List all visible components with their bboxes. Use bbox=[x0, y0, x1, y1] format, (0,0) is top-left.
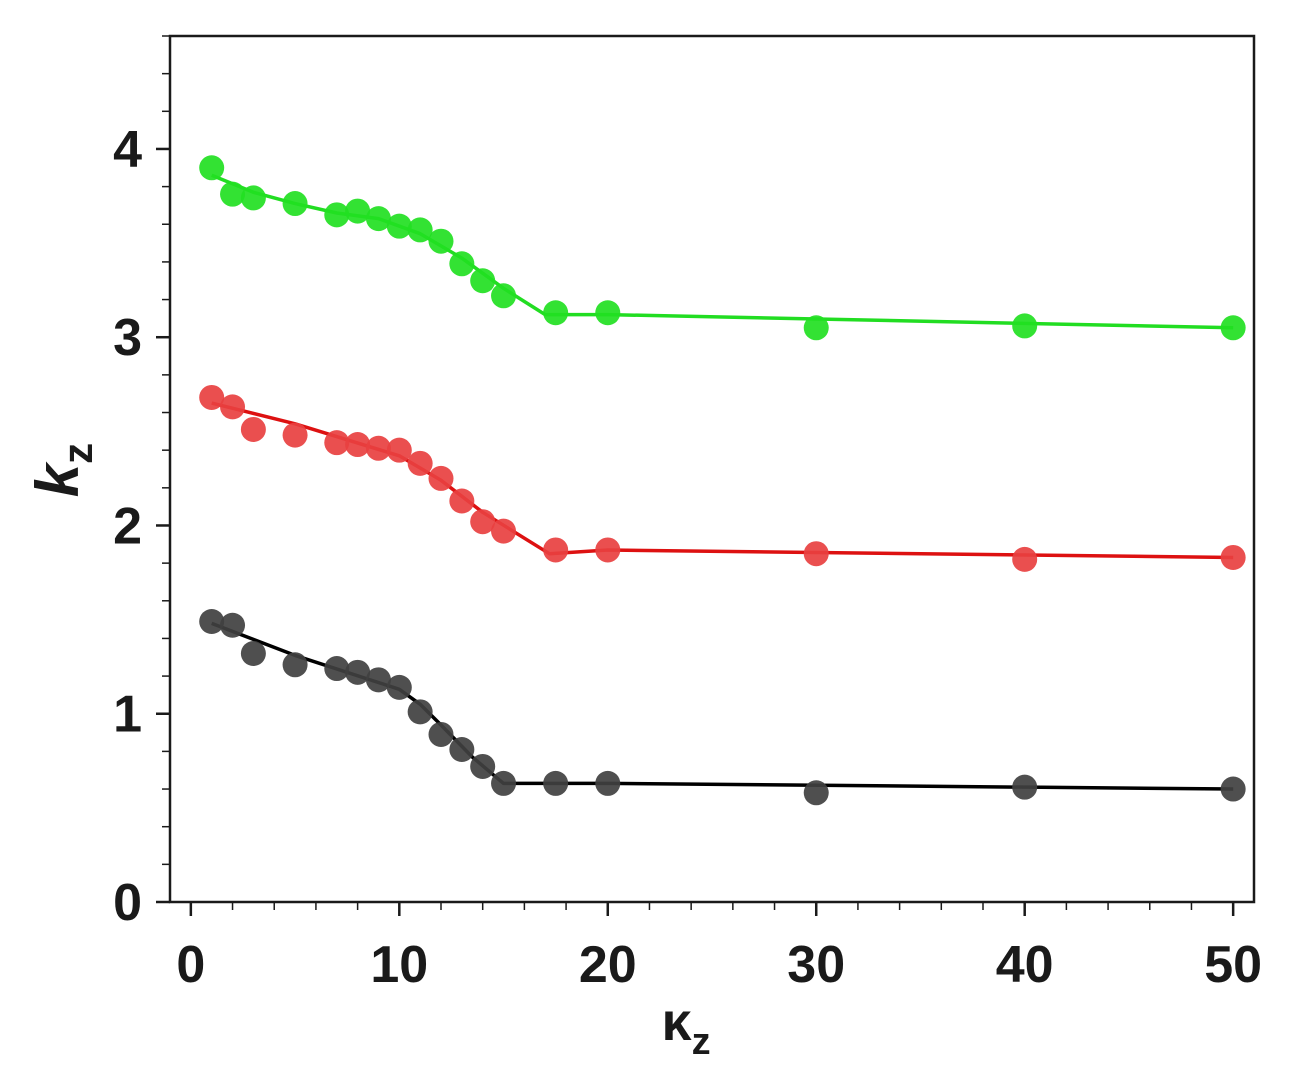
x-tick-label: 0 bbox=[176, 936, 205, 994]
data-point bbox=[449, 737, 475, 763]
tick-labels: 0 10 20 30 40 50 0 1 2 3 4 bbox=[113, 121, 1262, 994]
data-point bbox=[324, 656, 350, 682]
x-tick-label: 40 bbox=[996, 936, 1054, 994]
axis-ticks bbox=[156, 35, 1235, 916]
data-point bbox=[543, 770, 569, 796]
data-point bbox=[220, 612, 246, 638]
y-tick-label: 3 bbox=[113, 309, 142, 367]
data-point bbox=[428, 228, 454, 254]
data-point bbox=[491, 770, 517, 796]
data-point bbox=[1220, 776, 1246, 802]
fit-lines bbox=[211, 173, 1234, 791]
data-point bbox=[543, 300, 569, 326]
data-point bbox=[365, 206, 391, 232]
y-tick-label: 2 bbox=[113, 497, 142, 555]
data-point bbox=[595, 300, 621, 326]
data-point bbox=[345, 432, 371, 458]
data-point bbox=[220, 181, 246, 207]
data-point bbox=[324, 202, 350, 228]
data-point bbox=[407, 217, 433, 243]
data-point bbox=[470, 509, 496, 535]
data-point bbox=[543, 537, 569, 563]
y-tick-label: 0 bbox=[113, 874, 142, 932]
x-axis-title-main: κ bbox=[661, 992, 692, 1052]
data-point bbox=[470, 268, 496, 294]
data-point bbox=[803, 541, 829, 567]
fit-line bbox=[211, 401, 1234, 560]
data-point bbox=[386, 213, 412, 239]
data-point bbox=[345, 198, 371, 224]
data-point bbox=[428, 465, 454, 491]
x-tick-label: 20 bbox=[579, 936, 637, 994]
x-tick-label: 50 bbox=[1204, 936, 1262, 994]
data-point bbox=[1012, 546, 1038, 572]
data-point bbox=[595, 770, 621, 796]
data-point bbox=[386, 674, 412, 700]
data-point bbox=[240, 416, 266, 442]
x-tick-label: 30 bbox=[787, 936, 845, 994]
data-point bbox=[407, 699, 433, 725]
data-point bbox=[199, 608, 225, 634]
data-point bbox=[470, 753, 496, 779]
data-point bbox=[282, 652, 308, 678]
data-point bbox=[386, 437, 412, 463]
fit-line bbox=[211, 173, 1234, 330]
y-tick-label: 1 bbox=[113, 686, 142, 744]
y-axis-title: kz bbox=[24, 443, 101, 497]
data-point bbox=[491, 518, 517, 544]
x-axis-title-sub: z bbox=[692, 1021, 711, 1063]
data-point bbox=[595, 537, 621, 563]
data-point bbox=[1220, 315, 1246, 341]
data-point bbox=[803, 780, 829, 806]
data-point bbox=[240, 185, 266, 211]
data-point bbox=[491, 283, 517, 309]
data-point bbox=[1012, 774, 1038, 800]
x-tick-label: 10 bbox=[370, 936, 428, 994]
data-points bbox=[199, 155, 1246, 806]
data-point bbox=[220, 394, 246, 420]
fit-line bbox=[211, 621, 1234, 791]
y-axis-title-sub: z bbox=[54, 443, 101, 464]
x-axis-title: κz bbox=[661, 992, 710, 1063]
data-point bbox=[365, 667, 391, 693]
y-tick-label: 4 bbox=[113, 121, 142, 179]
data-point bbox=[324, 430, 350, 456]
data-point bbox=[449, 251, 475, 277]
data-point bbox=[282, 422, 308, 448]
data-point bbox=[199, 155, 225, 181]
data-point bbox=[345, 659, 371, 685]
data-point bbox=[1012, 313, 1038, 339]
y-axis-title-main: k bbox=[24, 461, 91, 497]
data-point bbox=[1220, 544, 1246, 570]
plot-frame bbox=[168, 34, 1256, 904]
data-point bbox=[449, 488, 475, 514]
data-point bbox=[282, 191, 308, 217]
data-point bbox=[407, 450, 433, 476]
data-point bbox=[365, 435, 391, 461]
data-point bbox=[428, 721, 454, 747]
data-point bbox=[803, 315, 829, 341]
data-point bbox=[199, 384, 225, 410]
data-point bbox=[240, 640, 266, 666]
